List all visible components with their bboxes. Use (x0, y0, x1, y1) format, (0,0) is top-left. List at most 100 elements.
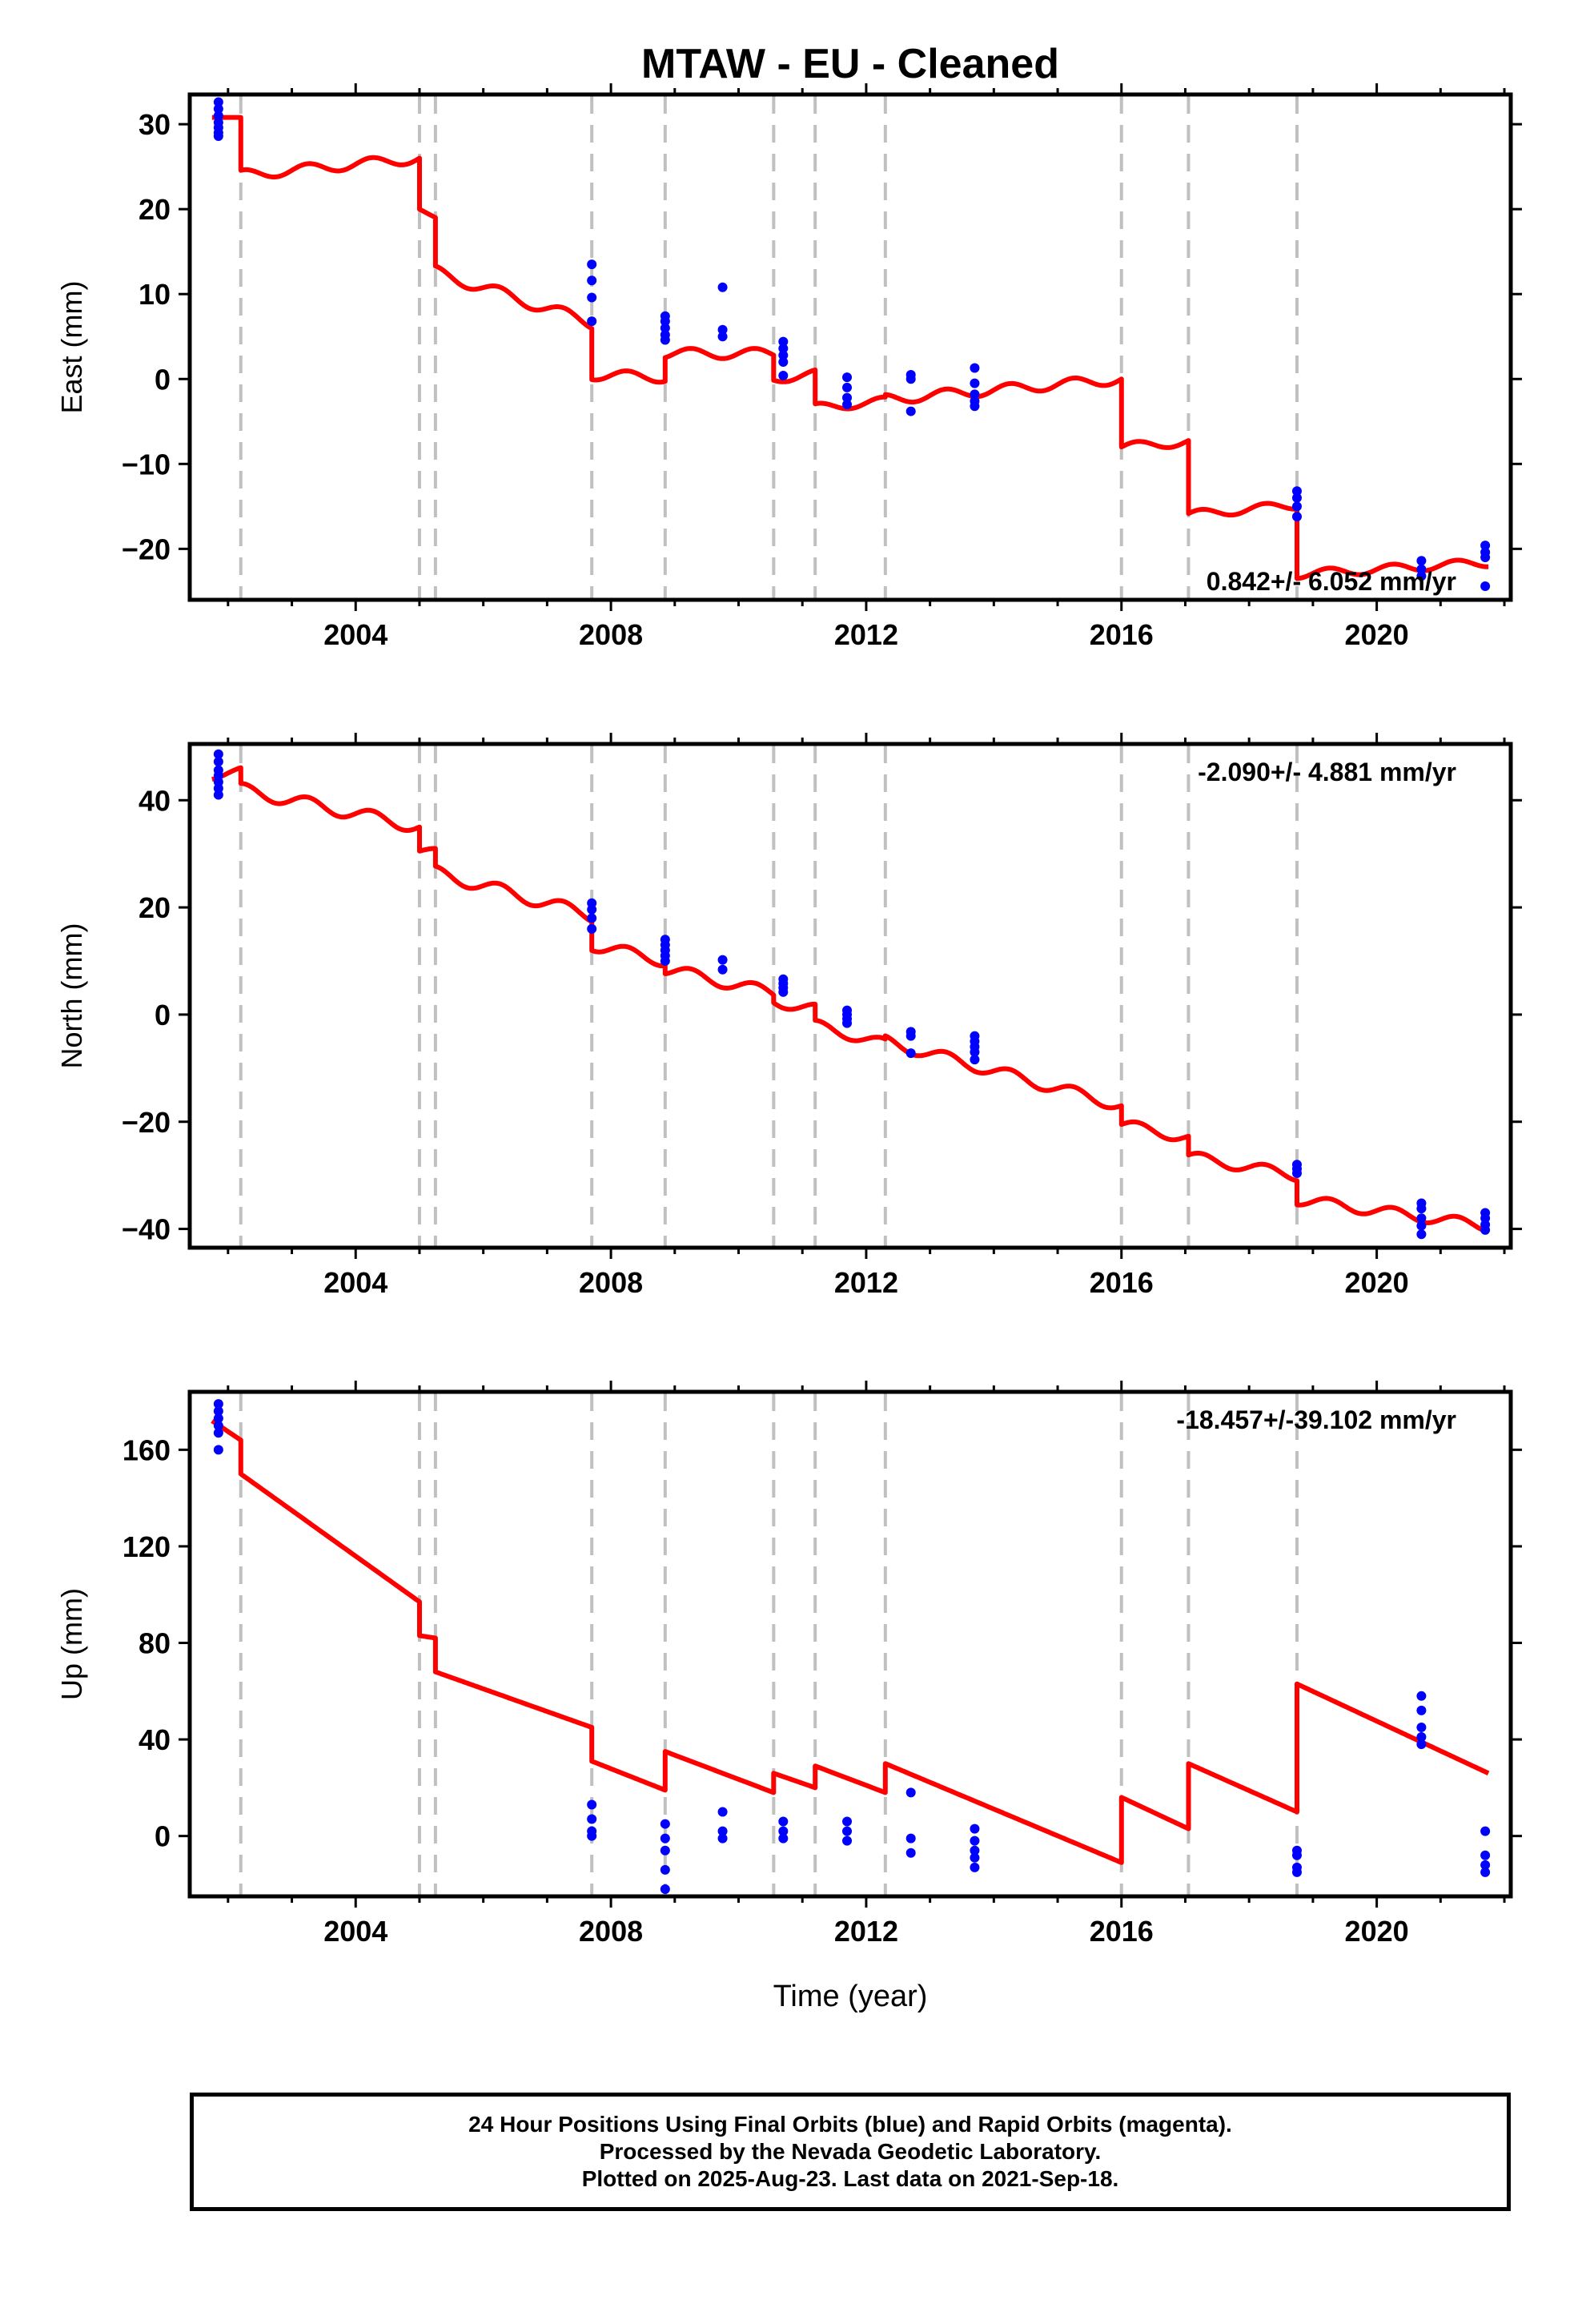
data-point-east-41 (1416, 564, 1427, 574)
data-point-east-25 (842, 382, 853, 392)
data-point-east-17 (717, 324, 728, 335)
data-point-up-21 (842, 1816, 853, 1827)
data-point-east-6 (213, 131, 223, 141)
x-axis-label: Time (year) (773, 1980, 928, 2013)
data-point-north-28 (905, 1048, 916, 1059)
data-point-east-38 (1291, 501, 1302, 512)
data-point-north-33 (970, 1055, 980, 1065)
y-tick-label-north-1: −20 (122, 1106, 171, 1139)
y-axis-label-north: North (mm) (55, 923, 88, 1069)
data-point-east-13 (660, 323, 670, 333)
footer-box: 24 Hour Positions Using Final Orbits (bl… (190, 2093, 1511, 2211)
y-tick-label-east-5: 30 (139, 108, 171, 141)
data-point-east-2 (213, 111, 223, 121)
data-point-up-0 (213, 1399, 223, 1409)
data-point-up-18 (778, 1816, 789, 1827)
plot-frame-up (187, 1389, 1513, 1899)
data-point-east-35 (970, 401, 980, 412)
data-point-up-13 (660, 1864, 670, 1875)
data-point-east-8 (587, 275, 597, 286)
data-point-east-46 (1480, 581, 1491, 592)
data-point-up-22 (842, 1826, 853, 1836)
data-point-north-41 (1416, 1229, 1427, 1240)
x-tick-label-up-2020: 2020 (1345, 1915, 1409, 1948)
y-axis-label-up: Up (mm) (55, 1588, 88, 1700)
footer-line-orbits: 24 Hour Positions Using Final Orbits (bl… (468, 2112, 1232, 2137)
x-tick-label-east-2008: 2008 (579, 618, 643, 651)
data-point-east-21 (778, 350, 789, 360)
data-point-up-24 (905, 1787, 916, 1798)
plot-frame-north (187, 742, 1513, 1250)
y-tick-label-east-0: −20 (122, 533, 171, 565)
data-point-north-32 (970, 1047, 980, 1057)
y-tick-label-east-3: 10 (139, 278, 171, 311)
rate-label-up: -18.457+/-39.102 mm/yr (1176, 1405, 1456, 1434)
data-point-east-19 (778, 336, 789, 347)
data-point-up-10 (660, 1819, 670, 1829)
data-point-up-35 (1291, 1867, 1302, 1877)
data-point-up-42 (1480, 1850, 1491, 1860)
data-point-up-40 (1416, 1739, 1427, 1750)
x-tick-label-up-2016: 2016 (1090, 1915, 1154, 1948)
panel-east: 2004 2008 2012 2016 2020 −20 −10 0 10 20 30 East (m… (55, 83, 1522, 651)
x-tick-label-east-2004: 2004 (323, 618, 387, 651)
data-point-north-9 (587, 913, 597, 923)
data-point-east-31 (970, 363, 980, 373)
data-point-up-33 (1291, 1850, 1302, 1860)
y-tick-label-up-0: 0 (155, 1820, 171, 1853)
data-point-up-15 (717, 1807, 728, 1817)
data-point-east-9 (587, 292, 597, 303)
data-point-east-16 (717, 282, 728, 292)
data-point-up-27 (970, 1823, 980, 1834)
y-tick-label-east-4: 20 (139, 193, 171, 226)
data-point-east-7 (587, 259, 597, 270)
rate-label-north: -2.090+/- 4.881 mm/yr (1198, 758, 1456, 786)
data-point-up-6 (587, 1799, 597, 1810)
data-point-up-5 (213, 1445, 223, 1455)
y-tick-label-north-2: 0 (155, 999, 171, 1031)
data-point-east-23 (778, 371, 789, 381)
data-point-north-17 (717, 964, 728, 975)
footer-line-lab: Processed by the Nevada Geodetic Laborat… (599, 2139, 1102, 2164)
y-tick-label-north-3: 20 (139, 891, 171, 924)
chart-title: MTAW - EU - Cleaned (641, 41, 1059, 87)
data-point-up-7 (587, 1814, 597, 1824)
panel-up: 2004 2008 2012 2016 2020 0 40 80 120 160 Up (mm) -1… (55, 1381, 1522, 1948)
data-point-up-31 (970, 1862, 980, 1872)
data-point-east-18 (717, 332, 728, 342)
plot-frame-east (187, 92, 1513, 602)
x-tick-label-north-2016: 2016 (1090, 1266, 1154, 1299)
x-tick-label-up-2012: 2012 (834, 1915, 898, 1948)
x-tick-label-east-2020: 2020 (1345, 618, 1409, 651)
data-point-east-30 (905, 406, 916, 416)
data-point-east-27 (842, 400, 853, 410)
data-point-east-0 (213, 97, 223, 107)
data-point-up-1 (213, 1406, 223, 1417)
y-tick-label-north-4: 40 (139, 784, 171, 817)
y-axis-label-east: East (mm) (55, 281, 88, 414)
data-point-east-15 (660, 335, 670, 345)
y-tick-label-up-2: 80 (139, 1626, 171, 1659)
data-point-east-40 (1416, 556, 1427, 566)
data-point-up-28 (970, 1835, 980, 1846)
data-point-east-39 (1291, 512, 1302, 522)
data-point-east-26 (842, 392, 853, 403)
data-point-east-36 (1291, 486, 1302, 497)
data-point-up-11 (660, 1833, 670, 1844)
y-tick-label-north-0: −40 (122, 1213, 171, 1246)
data-point-up-44 (1480, 1867, 1491, 1877)
data-point-up-9 (587, 1831, 597, 1841)
data-point-north-1 (213, 757, 223, 767)
data-point-up-39 (1416, 1732, 1427, 1743)
data-point-up-17 (717, 1833, 728, 1844)
data-point-east-29 (905, 374, 916, 384)
model-line-north (211, 765, 1489, 1234)
data-point-east-12 (660, 316, 670, 327)
data-point-north-45 (1480, 1224, 1491, 1235)
data-point-up-38 (1416, 1722, 1427, 1732)
data-point-up-36 (1416, 1691, 1427, 1701)
y-tick-label-east-2: 0 (155, 363, 171, 396)
data-point-up-41 (1480, 1826, 1491, 1836)
data-point-up-23 (842, 1835, 853, 1846)
